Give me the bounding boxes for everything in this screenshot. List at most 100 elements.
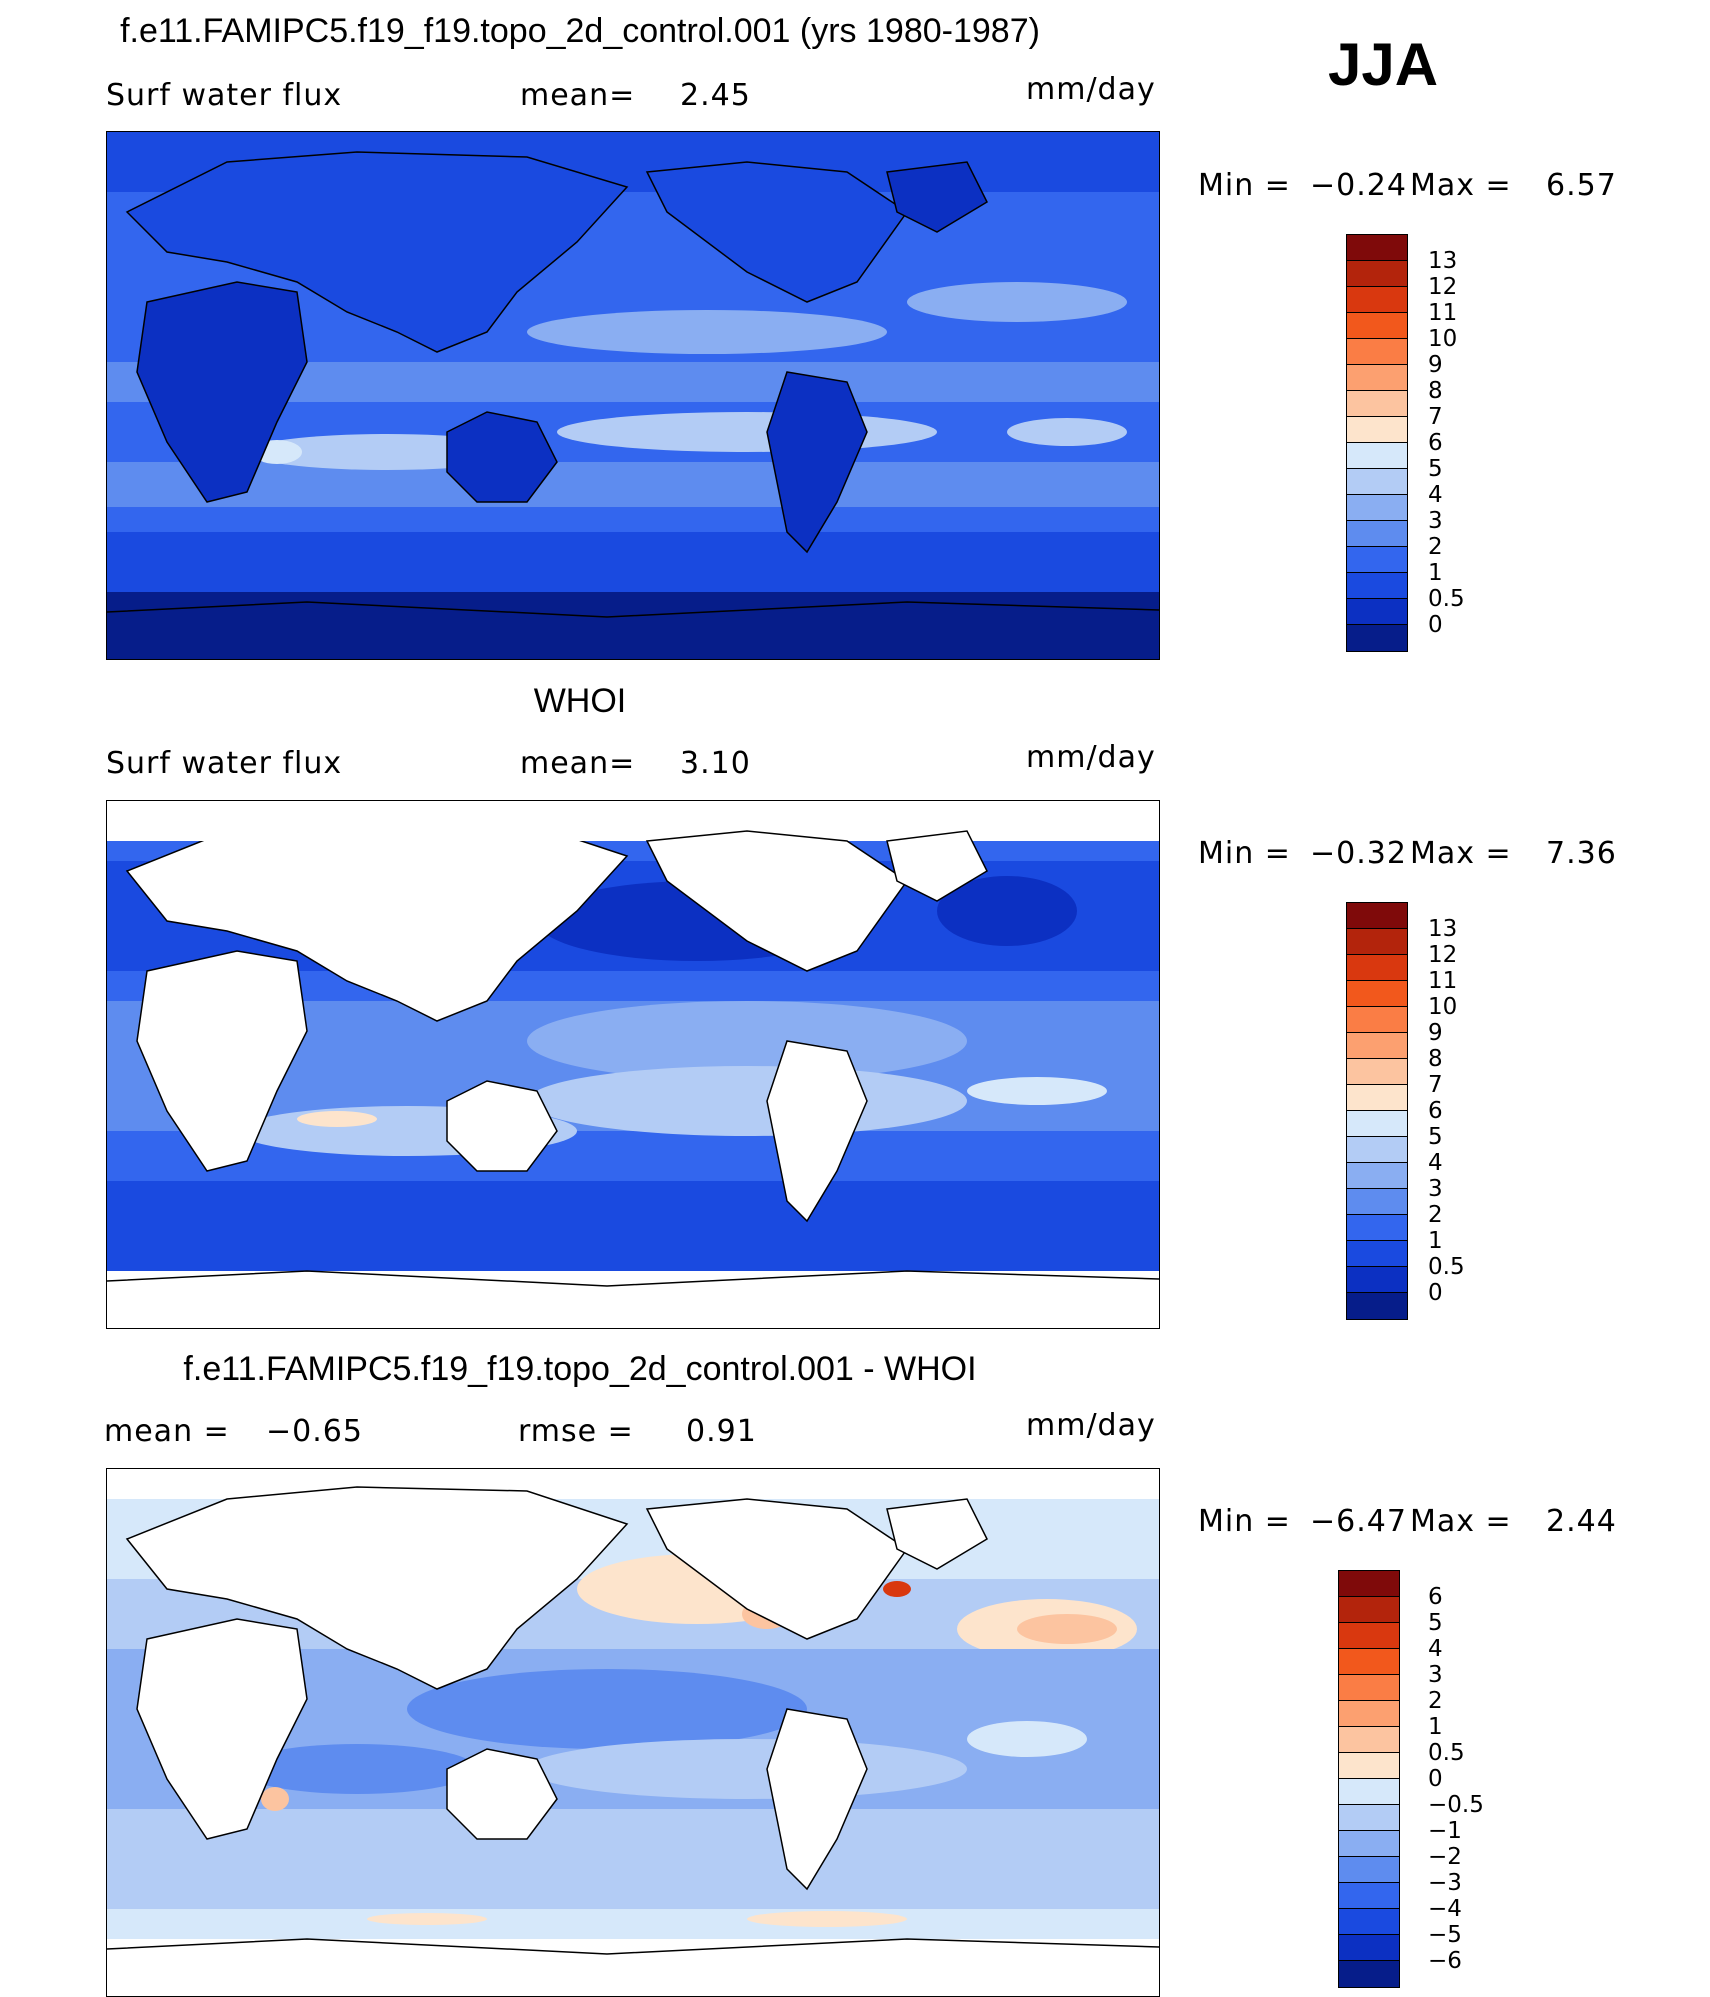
- colorbar-swatch: [1347, 1189, 1407, 1215]
- colorbar-tick-label: 5: [1428, 456, 1443, 482]
- colorbar-swatch: [1347, 1215, 1407, 1241]
- colorbar-tick-label: 11: [1428, 300, 1458, 326]
- colorbar-swatch: [1347, 417, 1407, 443]
- colorbar-tick-label: 12: [1428, 274, 1458, 300]
- colorbar-tick-label: 4: [1428, 1150, 1443, 1176]
- panel-2-title: WHOI: [533, 682, 627, 720]
- colorbar-swatch: [1339, 1623, 1399, 1649]
- colorbar-tick-label: 9: [1428, 1020, 1443, 1046]
- colorbar-tick-label: 6: [1428, 430, 1443, 456]
- panel-3-rmse-label: rmse =: [518, 1414, 634, 1449]
- colorbar-swatch: [1347, 1111, 1407, 1137]
- colorbar-tick-label: −5: [1428, 1922, 1462, 1948]
- colorbar-swatch: [1347, 235, 1407, 261]
- colorbar-tick-label: −6: [1428, 1948, 1462, 1974]
- panel-1-colorbar: [1346, 234, 1408, 652]
- colorbar-swatch: [1339, 1831, 1399, 1857]
- colorbar-tick-label: −3: [1428, 1870, 1462, 1896]
- colorbar-tick-label: 1: [1428, 1228, 1443, 1254]
- panel-2-map: [106, 800, 1160, 1329]
- colorbar-swatch: [1339, 1857, 1399, 1883]
- panel-1-variable-label: Surf water flux: [106, 78, 343, 113]
- season-label: JJA: [1328, 31, 1439, 98]
- panel-1-mean-value: 2.45: [680, 78, 751, 113]
- colorbar-swatch: [1347, 1007, 1407, 1033]
- colorbar-tick-label: 0.5: [1428, 1254, 1465, 1280]
- colorbar-swatch: [1339, 1753, 1399, 1779]
- panel-2-max-label: Max =: [1410, 836, 1512, 871]
- colorbar-swatch: [1347, 1163, 1407, 1189]
- colorbar-tick-label: 1: [1428, 560, 1443, 586]
- panel-3-colorbar: [1338, 1570, 1400, 1988]
- panel-3-mean-label: mean =: [104, 1414, 230, 1449]
- panel-3-rmse-value: 0.91: [686, 1414, 757, 1449]
- colorbar-swatch: [1347, 1267, 1407, 1293]
- panel-2-min-value: −0.32: [1310, 836, 1407, 871]
- colorbar-swatch: [1347, 313, 1407, 339]
- panel-3-map: [106, 1468, 1160, 1997]
- colorbar-tick-label: −4: [1428, 1896, 1462, 1922]
- panel-1-max-label: Max =: [1410, 168, 1512, 203]
- colorbar-swatch: [1347, 547, 1407, 573]
- colorbar-swatch: [1339, 1779, 1399, 1805]
- colorbar-swatch: [1339, 1675, 1399, 1701]
- colorbar-swatch: [1347, 287, 1407, 313]
- colorbar-tick-label: 8: [1428, 378, 1443, 404]
- colorbar-tick-label: 3: [1428, 1176, 1443, 1202]
- colorbar-swatch: [1347, 469, 1407, 495]
- colorbar-swatch: [1347, 955, 1407, 981]
- colorbar-swatch: [1347, 573, 1407, 599]
- colorbar-tick-label: 0: [1428, 1766, 1443, 1792]
- colorbar-tick-label: 5: [1428, 1124, 1443, 1150]
- colorbar-swatch: [1347, 261, 1407, 287]
- colorbar-swatch: [1339, 1805, 1399, 1831]
- panel-1-min-label: Min =: [1198, 168, 1291, 203]
- colorbar-tick-label: −0.5: [1428, 1792, 1484, 1818]
- colorbar-tick-label: 12: [1428, 942, 1458, 968]
- colorbar-swatch: [1339, 1727, 1399, 1753]
- colorbar-tick-label: −2: [1428, 1844, 1462, 1870]
- panel-2-mean-label: mean=: [520, 746, 636, 781]
- colorbar-swatch: [1339, 1883, 1399, 1909]
- colorbar-swatch: [1339, 1935, 1399, 1961]
- colorbar-swatch: [1347, 1085, 1407, 1111]
- colorbar-swatch: [1347, 625, 1407, 651]
- colorbar-tick-label: 0.5: [1428, 1740, 1465, 1766]
- panel-2-min-label: Min =: [1198, 836, 1291, 871]
- colorbar-tick-label: 3: [1428, 508, 1443, 534]
- colorbar-tick-label: 10: [1428, 326, 1458, 352]
- colorbar-swatch: [1339, 1571, 1399, 1597]
- colorbar-swatch: [1339, 1597, 1399, 1623]
- colorbar-swatch: [1347, 495, 1407, 521]
- colorbar-tick-label: 5: [1428, 1610, 1443, 1636]
- colorbar-swatch: [1347, 391, 1407, 417]
- panel-2-colorbar: [1346, 902, 1408, 1320]
- colorbar-tick-label: 2: [1428, 1688, 1443, 1714]
- colorbar-swatch: [1347, 1059, 1407, 1085]
- panel-2-units: mm/day: [1026, 740, 1156, 775]
- colorbar-swatch: [1347, 1137, 1407, 1163]
- panel-1-max-value: 6.57: [1546, 168, 1617, 203]
- panel-3-title: f.e11.FAMIPC5.f19_f19.topo_2d_control.00…: [183, 1350, 977, 1388]
- colorbar-swatch: [1347, 521, 1407, 547]
- colorbar-tick-label: 7: [1428, 404, 1443, 430]
- colorbar-tick-label: 0: [1428, 1280, 1443, 1306]
- colorbar-swatch: [1347, 599, 1407, 625]
- colorbar-tick-label: 1: [1428, 1714, 1443, 1740]
- colorbar-tick-label: 8: [1428, 1046, 1443, 1072]
- colorbar-tick-label: −1: [1428, 1818, 1462, 1844]
- colorbar-tick-label: 13: [1428, 248, 1458, 274]
- colorbar-tick-label: 0: [1428, 612, 1443, 638]
- colorbar-tick-label: 11: [1428, 968, 1458, 994]
- colorbar-swatch: [1347, 1033, 1407, 1059]
- colorbar-tick-label: 2: [1428, 534, 1443, 560]
- colorbar-tick-label: 10: [1428, 994, 1458, 1020]
- colorbar-swatch: [1339, 1649, 1399, 1675]
- colorbar-tick-label: 9: [1428, 352, 1443, 378]
- colorbar-tick-label: 4: [1428, 482, 1443, 508]
- colorbar-tick-label: 2: [1428, 1202, 1443, 1228]
- panel-3-max-value: 2.44: [1546, 1504, 1617, 1539]
- panel-1-map: [106, 131, 1160, 660]
- panel-3-units: mm/day: [1026, 1408, 1156, 1443]
- panel-3-min-label: Min =: [1198, 1504, 1291, 1539]
